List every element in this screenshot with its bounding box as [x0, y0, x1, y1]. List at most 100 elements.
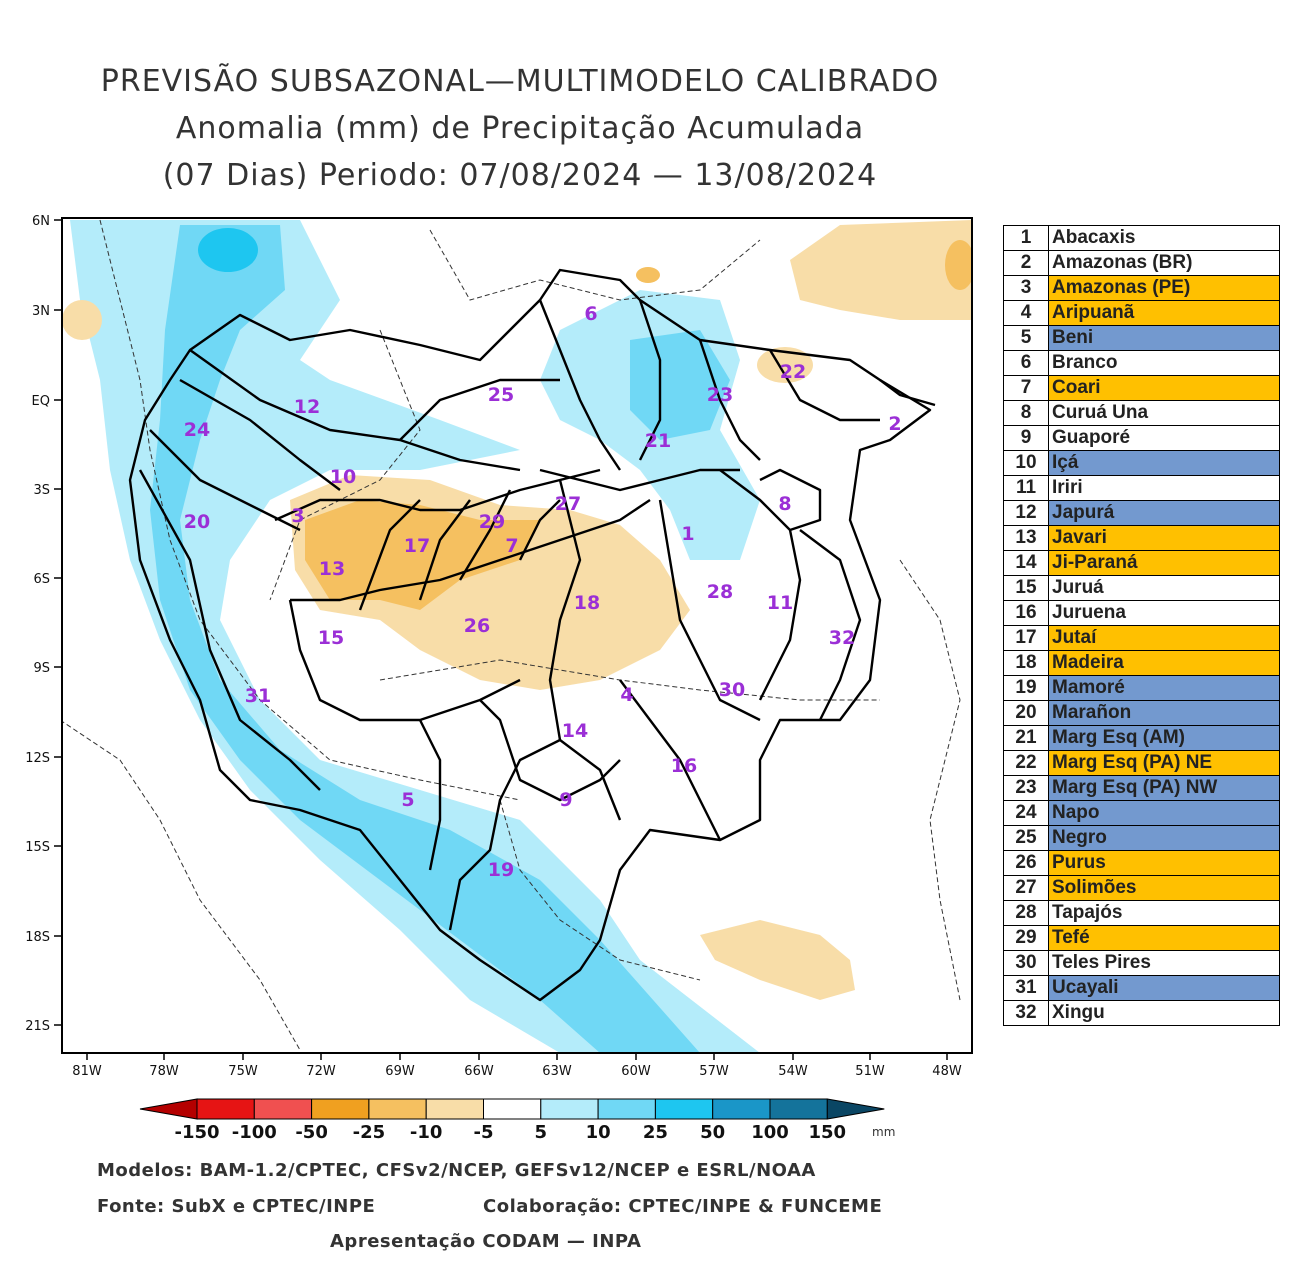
lat-label: 12S [25, 751, 50, 766]
basin-label: 2 [888, 413, 901, 435]
lon-label: 54W [778, 1064, 808, 1075]
lat-label: 6N [32, 214, 50, 229]
colorbar-cell [425, 1098, 485, 1120]
legend-row: 28 Tapajós [1003, 900, 1280, 926]
lon-label: 57W [699, 1064, 729, 1075]
basin-label: 16 [671, 755, 697, 777]
colorbar-tick-label: -25 [352, 1122, 386, 1143]
dry-area-central-core [305, 500, 540, 610]
map-title: PREVISÃO SUBSAZONAL—MULTIMODELO CALIBRAD… [60, 58, 980, 199]
basin-label: 10 [330, 466, 356, 488]
legend-row: 4 Aripuanã [1003, 300, 1280, 326]
legend-row: 31 Ucayali [1003, 975, 1280, 1001]
colorbar [139, 1098, 885, 1120]
legend-basin-name: Mamoré [1048, 675, 1280, 701]
basin-label: 11 [767, 592, 793, 614]
title-line-3: (07 Dias) Periodo: 07/08/2024 — 13/08/20… [162, 158, 878, 193]
legend-basin-name: Içá [1048, 450, 1280, 476]
lon-label: 48W [932, 1064, 962, 1075]
lon-label: 60W [621, 1064, 651, 1075]
colorbar-tick-label: 50 [700, 1122, 726, 1143]
basin-label: 14 [562, 720, 588, 742]
legend-basin-name: Marg Esq (PA) NW [1048, 775, 1280, 801]
legend-basin-name: Ji-Paraná [1048, 550, 1280, 576]
footer-source: Fonte: SubX e CPTEC/INPE [97, 1196, 376, 1217]
basin-label: 22 [780, 361, 806, 383]
legend-basin-name: Japurá [1048, 500, 1280, 526]
legend-row: 15 Juruá [1003, 575, 1280, 601]
legend-row: 16 Juruena [1003, 600, 1280, 626]
legend-row: 20 Marañon [1003, 700, 1280, 726]
colorbar-tick-label: -150 [174, 1122, 220, 1143]
legend-row: 27 Solimões [1003, 875, 1280, 901]
basin-legend-table: 1 Abacaxis 2 Amazonas (BR) 3 Amazonas (PE) 4 Ar… [1003, 225, 1280, 1026]
legend-row: 11 Iriri [1003, 475, 1280, 501]
legend-basin-name: Napo [1048, 800, 1280, 826]
colorbar-cell [139, 1098, 198, 1120]
basin-label: 32 [829, 627, 855, 649]
legend-row: 13 Javari [1003, 525, 1280, 551]
legend-basin-name: Coari [1048, 375, 1280, 401]
legend-basin-name: Beni [1048, 325, 1280, 351]
footer-collaboration: Colaboração: CPTEC/INPE & FUNCEME [483, 1196, 883, 1217]
legend-basin-name: Guaporé [1048, 425, 1280, 451]
basin-label: 5 [401, 789, 414, 811]
legend-basin-name: Amazonas (BR) [1048, 250, 1280, 276]
legend-number: 5 [1003, 325, 1049, 351]
colorbar-cell [712, 1098, 771, 1120]
basin-label: 28 [707, 581, 733, 603]
legend-basin-name: Curuá Una [1048, 400, 1280, 426]
basin-label: 12 [294, 396, 320, 418]
dry-spot-west [62, 300, 102, 340]
wet-core-north [198, 228, 258, 272]
legend-row: 17 Jutaí [1003, 625, 1280, 651]
legend-number: 27 [1003, 875, 1049, 901]
legend-number: 22 [1003, 750, 1049, 776]
legend-basin-name: Juruá [1048, 575, 1280, 601]
dry-spot-northeast [945, 240, 972, 290]
lat-label: 3N [32, 304, 50, 319]
legend-number: 14 [1003, 550, 1049, 576]
footer-models: Modelos: BAM-1.2/CPTEC, CFSv2/NCEP, GEFS… [97, 1160, 816, 1181]
country-borders [62, 219, 961, 1051]
legend-number: 8 [1003, 400, 1049, 426]
title-line-1: PREVISÃO SUBSAZONAL—MULTIMODELO CALIBRAD… [100, 64, 940, 99]
basin-boundaries [128, 268, 936, 1002]
lon-label: 66W [464, 1064, 494, 1075]
legend-number: 20 [1003, 700, 1049, 726]
legend-basin-name: Solimões [1048, 875, 1280, 901]
basin-label: 19 [488, 859, 514, 881]
colorbar-tick-label: 10 [585, 1122, 611, 1143]
colorbar-tick-label: -100 [231, 1122, 277, 1143]
colorbar-unit: mm [872, 1125, 896, 1139]
legend-basin-name: Jutaí [1048, 625, 1280, 651]
legend-number: 6 [1003, 350, 1049, 376]
colorbar-cell [826, 1098, 885, 1120]
legend-number: 23 [1003, 775, 1049, 801]
legend-number: 18 [1003, 650, 1049, 676]
legend-number: 32 [1003, 1000, 1049, 1026]
legend-number: 1 [1003, 225, 1049, 251]
precipitation-anomaly-map: 6N 3N EQ 3S 6S 9S 12S 15S 18S 21S 81W 78… [25, 214, 973, 1075]
legend-row: 29 Tefé [1003, 925, 1280, 951]
wet-band-west [70, 220, 760, 1053]
legend-row: 3 Amazonas (PE) [1003, 275, 1280, 301]
basin-label: 29 [479, 511, 505, 533]
wet-band-west-core [150, 225, 700, 1053]
colorbar-cell [311, 1098, 370, 1120]
lat-label: 21S [25, 1019, 50, 1034]
lon-label: 75W [228, 1064, 258, 1075]
title-line-2: Anomalia (mm) de Precipitação Acumulada [175, 111, 865, 146]
basin-label: 13 [319, 558, 345, 580]
legend-row: 30 Teles Pires [1003, 950, 1280, 976]
lon-labels: 81W 78W 75W 72W 69W 66W 63W 60W 57W 54W … [72, 1064, 962, 1075]
legend-row: 14 Ji-Paraná [1003, 550, 1280, 576]
lat-label: 18S [25, 930, 50, 945]
lon-label: 72W [306, 1064, 336, 1075]
legend-number: 15 [1003, 575, 1049, 601]
legend-basin-name: Amazonas (PE) [1048, 275, 1280, 301]
legend-row: 19 Mamoré [1003, 675, 1280, 701]
legend-row: 9 Guaporé [1003, 425, 1280, 451]
colorbar-tick-label: 5 [534, 1122, 548, 1143]
legend-number: 4 [1003, 300, 1049, 326]
